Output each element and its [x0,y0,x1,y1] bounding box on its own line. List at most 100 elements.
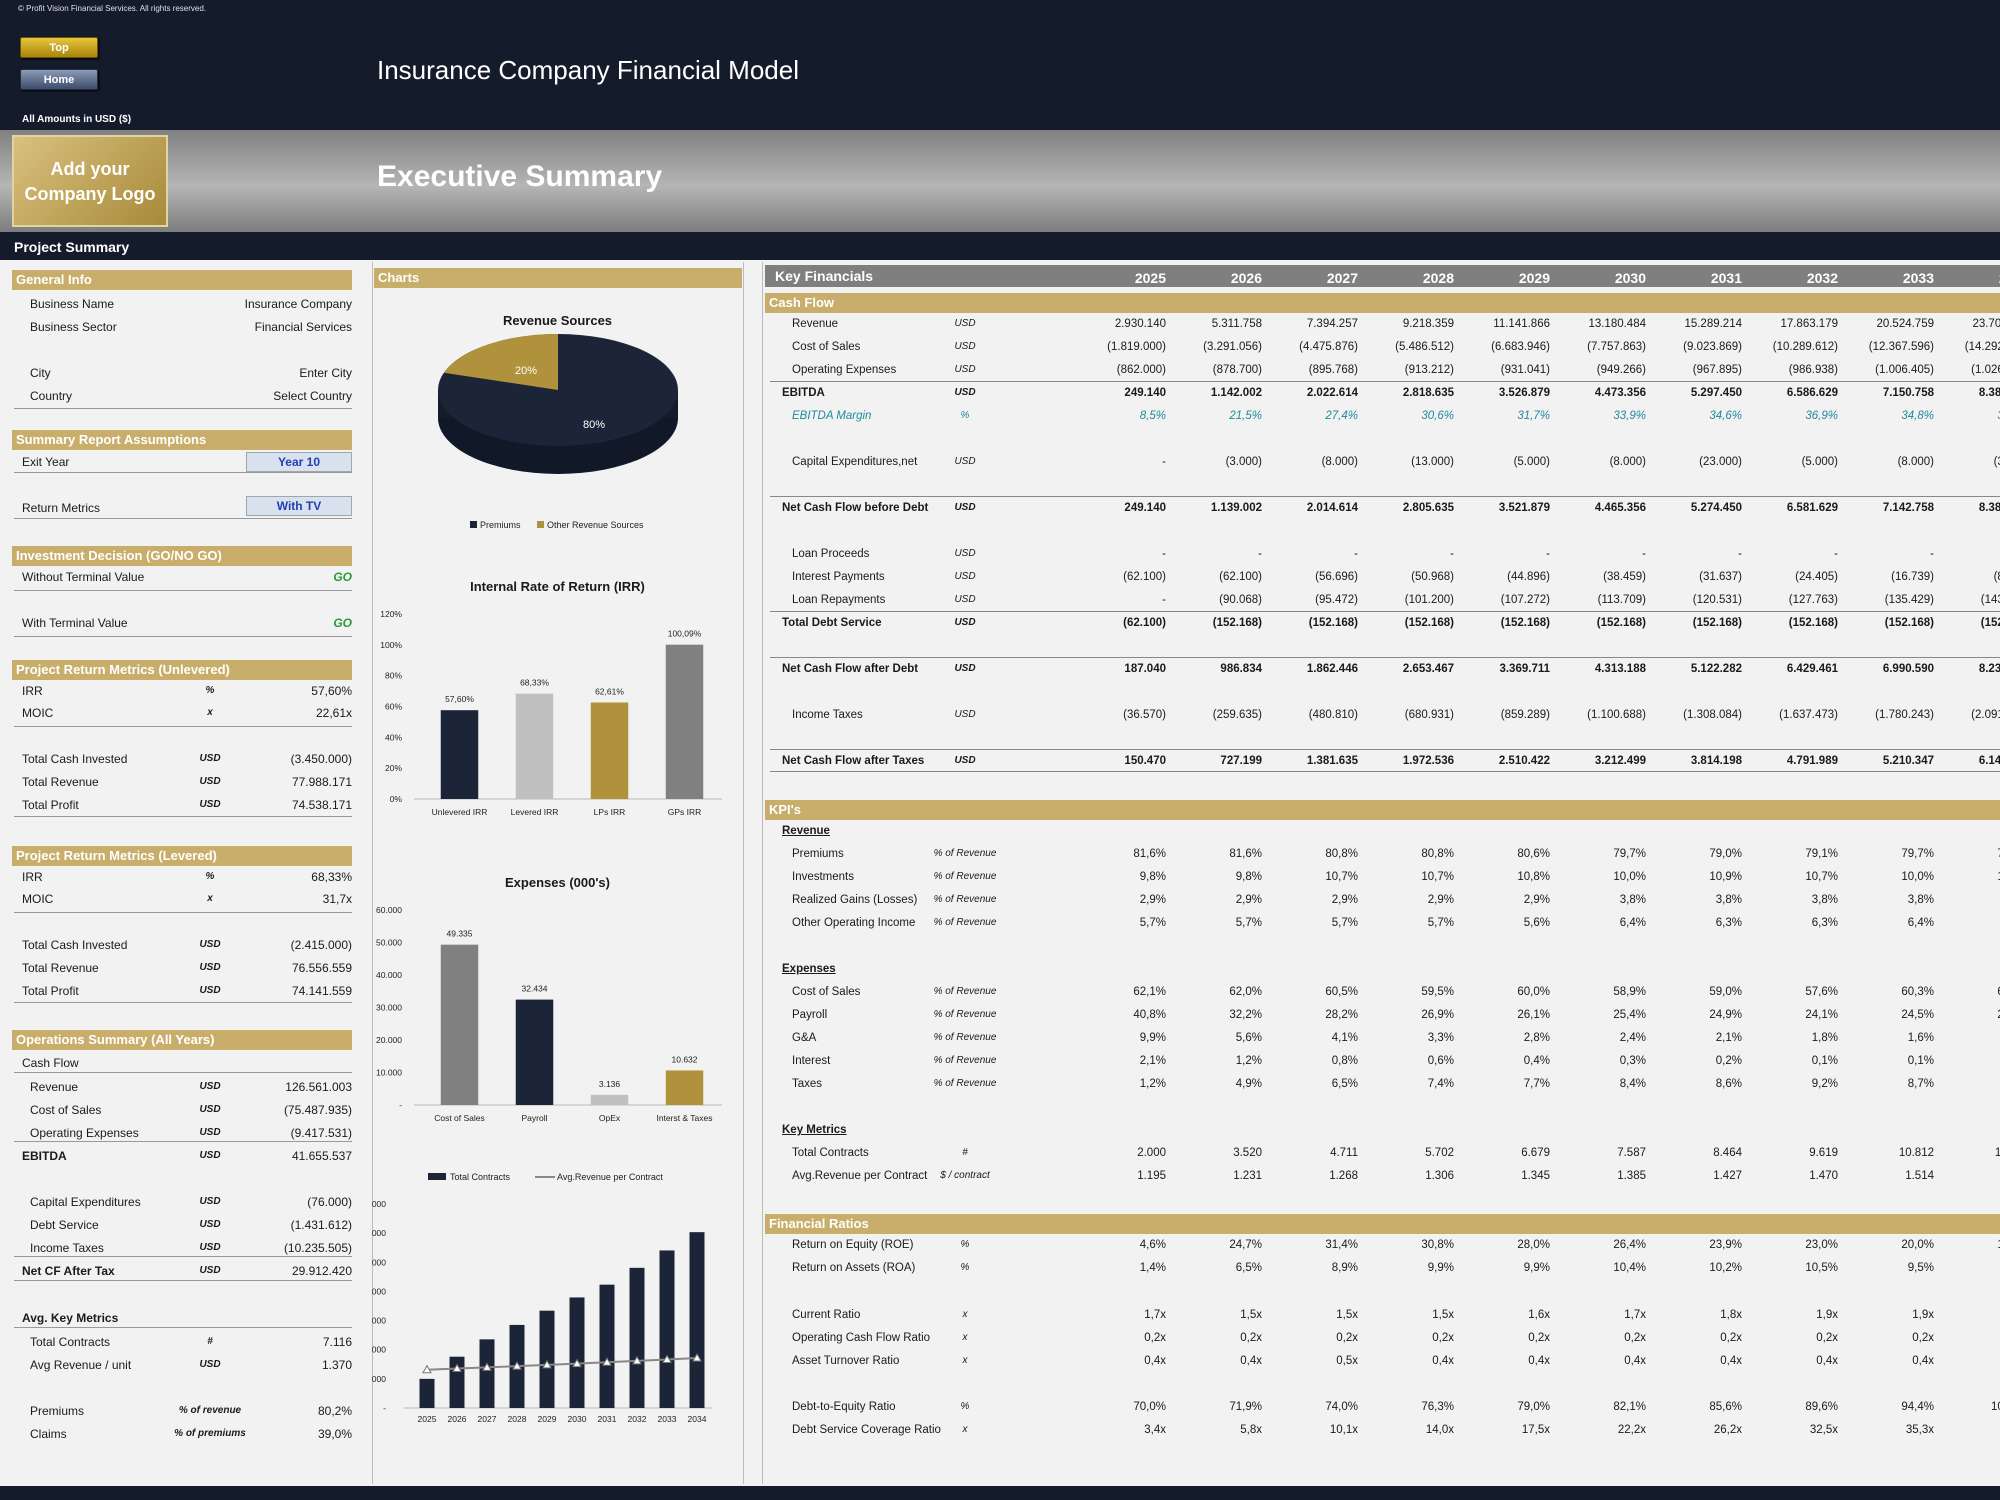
levered-metrics-header: Project Return Metrics (Levered) [12,846,352,866]
kf-row: Loan Repayments USD - (90.068) (95.472) (101.… [770,594,2000,612]
row-value: 1,8x [1720,1309,1742,1321]
row-value: 8.388.074 [1978,387,2000,399]
kf-row: Cost of Sales % of Revenue 62,1% 62,0% 60,5%… [770,986,2000,1004]
row-value: (95.472) [1315,594,1358,606]
row-value: 10,5% [1805,1262,1838,1274]
row-unit: USD [954,617,976,628]
bar [569,1297,585,1408]
row-value: 1,8% [1811,1032,1838,1044]
avg-revenue-marker [452,1363,462,1373]
row-value: 85,6% [1709,1401,1742,1413]
y-tick: 50.000 [376,938,402,948]
bar-data-label: 100,09% [668,629,702,639]
row-value: 2,9% [1523,894,1550,906]
row-value: 9,8% [1235,871,1262,883]
row-label: Country [30,389,73,403]
x-tick: OpEx [599,1113,621,1123]
y-tick: 40.000 [376,970,402,980]
home-button[interactable]: Home [20,69,98,90]
bar-data-label: 62,61% [595,686,624,696]
row-value: (680.931) [1404,709,1454,721]
row-label: Return on Assets (ROA) [792,1262,916,1274]
row-value: - [1162,548,1166,560]
financial-ratios-header: Financial Ratios [765,1214,2000,1234]
row-unit: % of Revenue [933,871,997,882]
row-label: Premiums [30,1404,85,1418]
row-value: 81,6% [1229,848,1262,860]
y-tick: - [399,1100,402,1110]
kf-row: Total Contracts #2.000 3.520 4.711 5.702 6.67… [770,1147,2000,1165]
row-label: Realized Gains (Losses) [792,894,918,906]
logo-line2: Company Logo [24,184,156,204]
row-value: 2,1% [1715,1032,1742,1044]
return-metrics-select[interactable]: With TV [246,496,352,516]
row-unit: USD [199,799,221,810]
row-value: 0,4x [1720,1355,1742,1367]
row-value: 0,4x [1240,1355,1262,1367]
row-value: 10,0% [1613,871,1646,883]
x-tick: Payroll [522,1113,548,1123]
row-unit: USD [199,1127,221,1138]
x-tick: LPs IRR [594,807,626,817]
row-value: 29.912.420 [291,1264,352,1278]
row-value: 1.268 [1329,1170,1358,1182]
row-value: (13.000) [1411,456,1454,468]
row-value: 14,0x [1425,1424,1454,1436]
row-label: Revenue [782,825,830,837]
row-value: (1.308.084) [1683,709,1742,721]
row-label: Total Contracts [30,1335,111,1349]
row-label: Payroll [792,1009,828,1021]
row-label: Expenses [782,963,836,975]
legend-swatch-other [537,521,544,528]
bar [590,702,629,799]
company-logo-placeholder[interactable]: Add your Company Logo [12,135,168,227]
row-value: (152.168) [1212,617,1262,629]
row-value: Enter City [299,366,352,380]
row-unit: $ / contract [940,1170,990,1181]
row-value: 71,9% [1229,1401,1262,1413]
row-value: 26,2x [1713,1424,1742,1436]
row-value: 1,7x [1144,1309,1166,1321]
row-value: 9,9% [1427,1262,1454,1274]
row-label: EBITDA Margin [792,410,872,422]
row-label: Return on Equity (ROE) [792,1239,914,1251]
y-tick: 30.000 [376,1003,402,1013]
row-value: (101.200) [1404,594,1454,606]
y-tick: 80% [385,671,402,681]
row-value: Insurance Company [244,297,352,311]
y-tick: 40% [385,732,402,742]
row-label: Without Terminal Value [22,570,145,584]
top-button[interactable]: Top [20,37,98,58]
row-value: - [1738,548,1742,560]
row-unit: USD [199,939,221,950]
row-value: 0,4x [1432,1355,1454,1367]
row-value: 0,2x [1336,1332,1358,1344]
row-value: 1.306 [1425,1170,1454,1182]
exit-year-select[interactable]: Year 10 [246,452,352,472]
row-unit: % [205,871,215,882]
row-value: 23,0% [1805,1239,1838,1251]
row-value: 25,4% [1613,1009,1646,1021]
row-label: Current Ratio [792,1309,861,1321]
row-value: (152.168) [1308,617,1358,629]
row-value: 1,6% [1907,1032,1934,1044]
row-value: 0,2x [1528,1332,1550,1344]
row-value: 2,1% [1139,1055,1166,1067]
avg-revenue-marker [422,1364,432,1374]
row-value: 0,2x [1912,1332,1934,1344]
row-unit: # [207,1336,213,1347]
row-value: 0,0% [1940,1055,2000,1067]
row-divider [770,381,2000,382]
row-value: 0,2x [1432,1332,1454,1344]
row-value: 2,9% [1139,894,1166,906]
row-unit: USD [954,387,976,398]
row-unit: % of Revenue [933,894,997,905]
row-value: 10,7% [1421,871,1454,883]
row-value: (3.450.000) [290,752,352,766]
kf-row: Cost of Sales USD (1.819.000) (3.291.056) (4… [770,341,2000,359]
row-value: 21,5% [1229,410,1262,422]
row-value: 5,8x [1240,1424,1262,1436]
row-value: 2,4% [1619,1032,1646,1044]
bar [539,1310,555,1408]
avg-revenue-marker [512,1361,522,1370]
